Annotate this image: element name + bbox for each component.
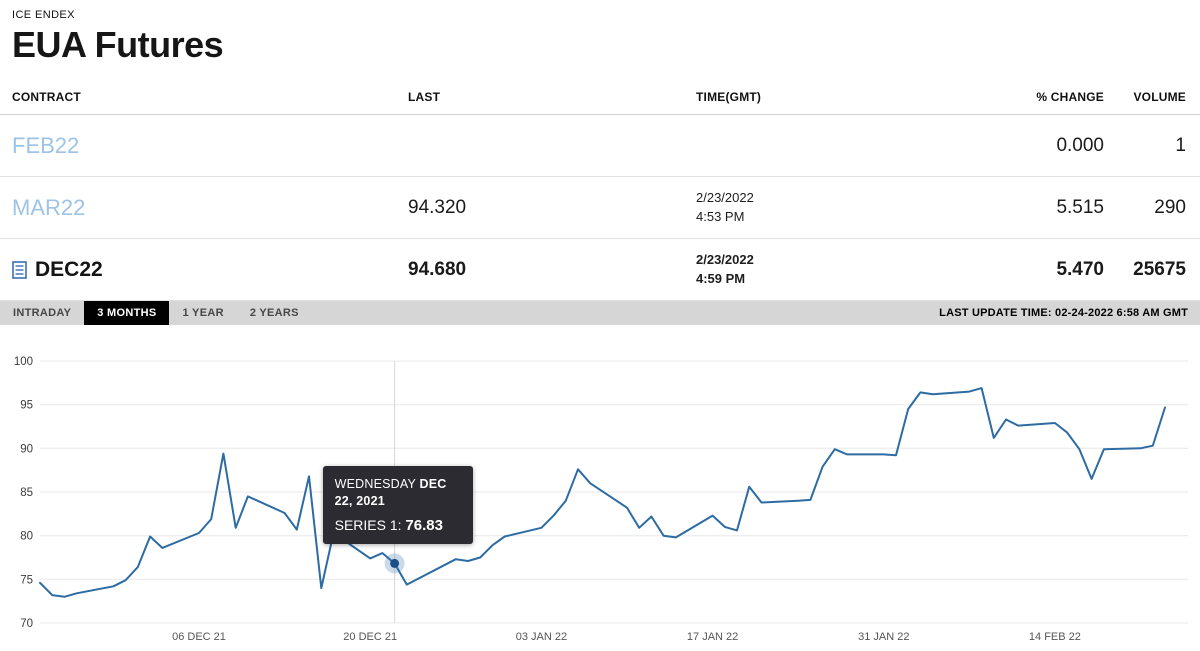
last-update-time: LAST UPDATE TIME: 02-24-2022 6:58 AM GMT [939, 307, 1188, 319]
svg-text:17 JAN 22: 17 JAN 22 [687, 631, 738, 643]
contract-link-feb22[interactable]: FEB22 [12, 132, 80, 158]
chart-icon [12, 260, 27, 279]
svg-text:85: 85 [20, 487, 33, 499]
last-price: 94.680 [408, 238, 696, 301]
svg-text:31 JAN 22: 31 JAN 22 [858, 631, 909, 643]
svg-text:20 DEC 21: 20 DEC 21 [343, 631, 397, 643]
trade-time: 2/23/2022 4:59 PM [696, 238, 930, 301]
svg-text:03 JAN 22: 03 JAN 22 [516, 631, 567, 643]
table-row: FEB22 0.000 1 [0, 114, 1200, 177]
trade-time: 2/23/2022 4:53 PM [696, 176, 930, 239]
svg-text:80: 80 [20, 531, 33, 543]
contract-label: DEC22 [35, 257, 103, 281]
trade-time [696, 114, 930, 177]
tab-3-months[interactable]: 3 MONTHS [84, 301, 170, 325]
svg-text:90: 90 [20, 443, 33, 455]
header-last: LAST [408, 86, 696, 115]
header-contract: CONTRACT [0, 86, 408, 115]
table-header-row: CONTRACT LAST TIME(GMT) % CHANGE VOLUME [0, 86, 1200, 115]
volume: 1 [1104, 114, 1200, 177]
header-volume: VOLUME [1104, 86, 1200, 115]
contracts-table: CONTRACT LAST TIME(GMT) % CHANGE VOLUME … [0, 86, 1200, 301]
exchange-label: ICE ENDEX [12, 9, 75, 21]
pct-change: 5.515 [930, 176, 1104, 239]
chart-area: 70 75 80 85 90 95 100 06 DEC 21 20 DEC 21 03 JAN … [0, 343, 1200, 643]
contract-link-dec22[interactable]: DEC22 [12, 258, 408, 282]
last-price: 94.320 [408, 176, 696, 239]
tab-intraday[interactable]: INTRADAY [13, 307, 72, 319]
range-tabs: INTRADAY 3 MONTHS 1 YEAR 2 YEARS [0, 301, 312, 325]
contract-link-mar22[interactable]: MAR22 [12, 194, 86, 220]
header-time: TIME(GMT) [696, 86, 930, 115]
volume: 290 [1104, 176, 1200, 239]
page-title: EUA Futures [12, 24, 224, 65]
pct-change: 0.000 [930, 114, 1104, 177]
header-change: % CHANGE [930, 86, 1104, 115]
svg-text:75: 75 [20, 574, 33, 586]
svg-text:70: 70 [20, 618, 33, 630]
tab-2-years[interactable]: 2 YEARS [249, 307, 299, 319]
tab-1-year[interactable]: 1 YEAR [182, 307, 224, 319]
page-header: ICE ENDEX EUA Futures [0, 0, 1200, 66]
price-chart[interactable]: 70 75 80 85 90 95 100 06 DEC 21 20 DEC 21 03 JAN … [0, 343, 1200, 643]
svg-text:06 DEC 21: 06 DEC 21 [172, 631, 226, 643]
table-row-selected: DEC22 94.680 2/23/2022 4:59 PM 5.470 256… [0, 238, 1200, 301]
svg-text:14 FEB 22: 14 FEB 22 [1029, 631, 1081, 643]
volume: 25675 [1104, 238, 1200, 301]
pct-change: 5.470 [930, 238, 1104, 301]
chart-range-tabbar: INTRADAY 3 MONTHS 1 YEAR 2 YEARS LAST UP… [0, 301, 1200, 325]
svg-text:95: 95 [20, 400, 33, 412]
last-price [408, 114, 696, 177]
svg-text:100: 100 [14, 356, 33, 368]
table-row: MAR22 94.320 2/23/2022 4:53 PM 5.515 290 [0, 176, 1200, 239]
